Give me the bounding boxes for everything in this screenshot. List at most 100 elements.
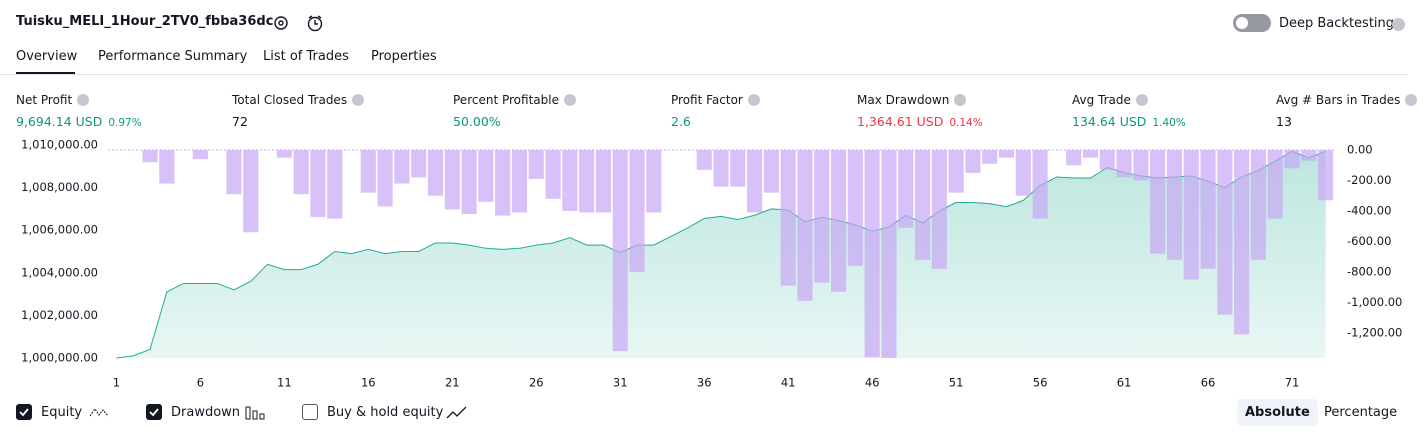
- drawdown-bar: [831, 150, 847, 292]
- metric-label-text: Percent Profitable: [453, 93, 559, 107]
- metric-label-text: Total Closed Trades: [232, 93, 348, 107]
- metric: Max Drawdown 1,364.61 USD 0.14%: [857, 93, 983, 130]
- metric-value-row: 2.6: [671, 111, 760, 130]
- drawdown-bar: [646, 150, 662, 213]
- metric-value-row: 13: [1276, 111, 1417, 130]
- metric-label-text: Net Profit: [16, 93, 73, 107]
- info-icon: [1135, 94, 1148, 106]
- x-tick-label: 41: [781, 376, 796, 390]
- mode-button[interactable]: Percentage: [1324, 405, 1398, 420]
- tab[interactable]: Overview: [16, 49, 78, 64]
- tab[interactable]: List of Trades: [263, 49, 349, 64]
- drawdown-bar: [192, 150, 208, 160]
- x-tick-label: 56: [1033, 376, 1048, 390]
- y2-tick-label: -1,200.00: [1347, 325, 1402, 339]
- drawdown-bar: [881, 150, 897, 358]
- metric-value-row: 9,694.14 USD 0.97%: [16, 111, 142, 130]
- active-tab-underline: [16, 72, 75, 75]
- metric-label: Profit Factor: [671, 93, 760, 107]
- drawdown-bar: [898, 150, 914, 228]
- drawdown-bar: [1234, 150, 1250, 335]
- info-icon: [77, 94, 90, 106]
- help-icon[interactable]: [1392, 18, 1405, 31]
- x-tick-label: 1: [113, 376, 120, 390]
- drawdown-bar: [293, 150, 309, 195]
- metric-label: Total Closed Trades: [232, 93, 365, 107]
- y-tick-label: 1,010,000.00: [21, 138, 98, 152]
- drawdown-bar: [276, 150, 292, 158]
- drawdown-bar: [1133, 150, 1149, 181]
- drawdown-bar: [1150, 150, 1166, 254]
- drawdown-bar: [1082, 150, 1099, 158]
- x-tick-label: 31: [613, 376, 628, 390]
- checkbox[interactable]: [302, 404, 318, 420]
- drawdown-bar: [528, 150, 544, 179]
- tab[interactable]: Properties: [371, 49, 437, 64]
- drawdown-bar: [1284, 150, 1300, 169]
- drawdown-bar: [1183, 150, 1199, 280]
- drawdown-bar: [444, 150, 460, 210]
- metric: Profit Factor 2.6: [671, 93, 760, 130]
- drawdown-bar: [562, 150, 578, 211]
- deep-backtesting-toggle[interactable]: [1233, 14, 1271, 32]
- drawdown-bar: [511, 150, 528, 213]
- x-tick-label: 11: [277, 376, 292, 390]
- drawdown-bar: [360, 150, 376, 193]
- drawdown-bar: [965, 150, 981, 173]
- y2-tick-label: -1,000.00: [1347, 295, 1402, 309]
- metric: Percent Profitable 50.00%: [453, 93, 576, 130]
- checkbox[interactable]: [16, 404, 32, 420]
- info-icon: [563, 94, 576, 106]
- drawdown-bar: [394, 150, 410, 184]
- metric-label-text: Profit Factor: [671, 93, 743, 107]
- metric-value-row: 134.64 USD 1.40%: [1072, 111, 1186, 130]
- drawdown-bar: [243, 150, 259, 233]
- drawdown-bar: [495, 150, 511, 216]
- drawdown-bar: [763, 150, 779, 193]
- drawdown-bar: [1066, 150, 1082, 166]
- drawdown-bar: [579, 150, 595, 213]
- drawdown-bar: [1217, 150, 1233, 315]
- metric: Net Profit 9,694.14 USD 0.97%: [16, 93, 142, 130]
- x-tick-label: 6: [197, 376, 204, 390]
- drawdown-bar: [1166, 150, 1183, 260]
- metric-value-row: 50.00%: [453, 111, 576, 130]
- drawdown-bar: [310, 150, 326, 218]
- drawdown-bar: [1267, 150, 1283, 219]
- chart: 1,000,000.00 1,002,000.00 1,004,000.00 1,00…: [21, 138, 1402, 390]
- y-tick-label: 1,004,000.00: [21, 265, 98, 279]
- metric-value: 50.00%: [453, 114, 501, 129]
- drawdown-bar: [1200, 150, 1216, 269]
- metric-label: Max Drawdown: [857, 93, 983, 107]
- y2-tick-label: -800.00: [1347, 264, 1391, 278]
- y-tick-label: 1,006,000.00: [21, 223, 98, 237]
- drawdown-bar: [545, 150, 561, 199]
- metric-pct: 1.40%: [1152, 117, 1186, 129]
- metric-label: Net Profit: [16, 93, 142, 107]
- drawdown-bar: [797, 150, 813, 301]
- metric-value: 134.64 USD: [1072, 114, 1147, 129]
- alert-icon[interactable]: [305, 13, 325, 33]
- x-tick-label: 61: [1117, 376, 1132, 390]
- drawdown-bar: [1116, 150, 1132, 178]
- x-tick-label: 36: [697, 376, 712, 390]
- drawdown-bar: [327, 150, 343, 219]
- drawdown-bar: [1099, 150, 1115, 170]
- drawdown-bar: [377, 150, 393, 207]
- drawdown-bar: [948, 150, 964, 193]
- checkbox[interactable]: [146, 404, 162, 420]
- x-tick-label: 46: [865, 376, 880, 390]
- tab[interactable]: Performance Summary: [98, 49, 248, 64]
- buy-hold-icon: [446, 406, 467, 419]
- metric-label: Avg # Bars in Trades: [1276, 93, 1418, 107]
- drawdown-bar: [696, 150, 712, 170]
- settings-icon[interactable]: [272, 14, 290, 32]
- x-tick-label: 66: [1201, 376, 1216, 390]
- tab-divider: [0, 74, 1408, 75]
- mode-button[interactable]: Absolute: [1237, 399, 1318, 426]
- equity-icon: [89, 408, 109, 417]
- drawdown-bar: [142, 150, 158, 163]
- metric-value: 72: [232, 114, 248, 129]
- drawdown-bar: [914, 150, 931, 260]
